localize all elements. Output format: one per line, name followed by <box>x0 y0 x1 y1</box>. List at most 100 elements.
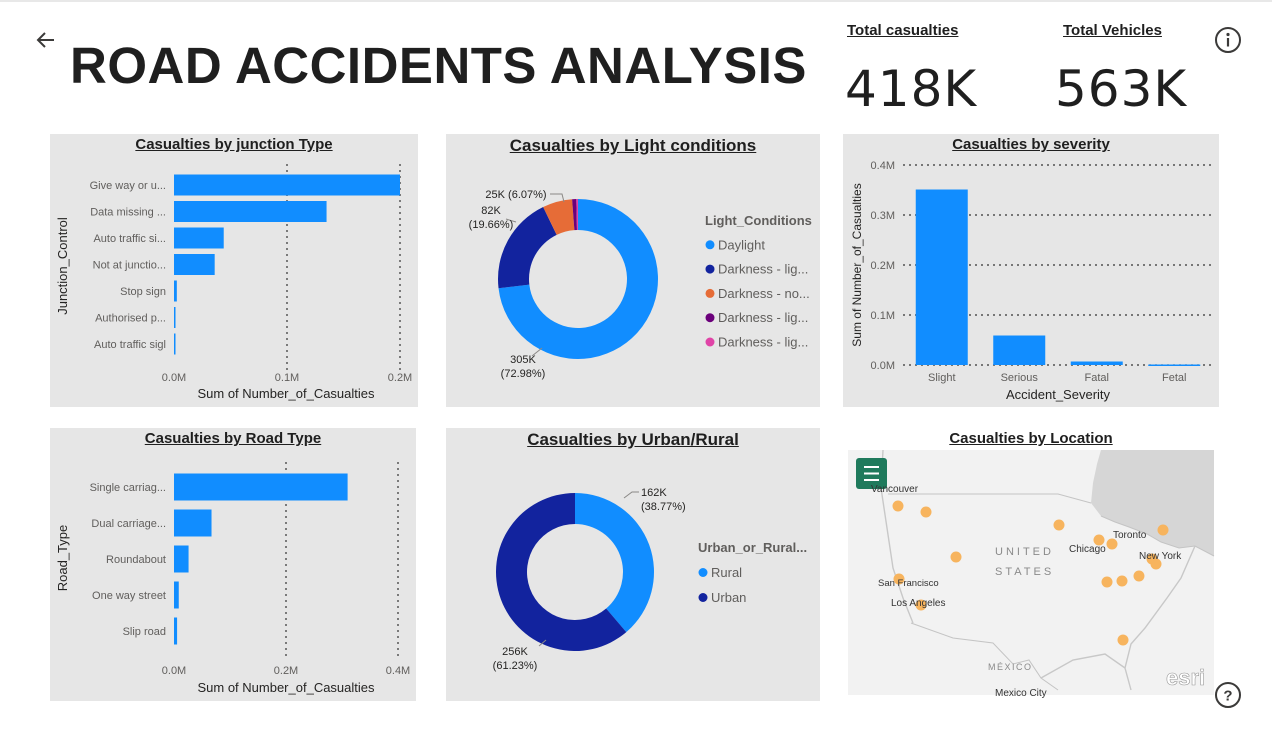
data-label-value: 305K <box>510 354 536 366</box>
map-dot[interactable] <box>892 500 904 512</box>
leader-line <box>550 193 565 203</box>
bar[interactable] <box>174 201 327 222</box>
bar[interactable] <box>174 581 179 609</box>
bar[interactable] <box>174 174 400 196</box>
kpi-total-casualties-value: 418K <box>845 60 978 118</box>
x-tick-label: 0.2M <box>274 665 298 677</box>
bar[interactable] <box>174 254 215 275</box>
category-label: Fetal <box>1162 372 1186 384</box>
map-city-label: San Francisco <box>878 578 939 589</box>
severity-chart-title: Casualties by severity <box>952 136 1110 153</box>
map-dot[interactable] <box>1093 534 1105 546</box>
map-dot[interactable] <box>1117 634 1129 646</box>
donut-slice[interactable] <box>576 199 578 231</box>
category-label: Slight <box>928 372 956 384</box>
map-city-label: Vancouver <box>871 484 919 495</box>
legend-marker <box>698 593 708 602</box>
donut-slice[interactable] <box>498 199 658 359</box>
map-country-label: UNITED <box>995 546 1054 558</box>
svg-text:?: ? <box>1223 688 1232 705</box>
light-chart-title: Casualties by Light conditions <box>509 136 757 155</box>
bar[interactable] <box>915 189 968 366</box>
category-label: Not at junctio... <box>93 260 166 272</box>
map-city-label: Los Angeles <box>891 598 946 609</box>
bar[interactable] <box>174 509 212 537</box>
x-axis-title: Sum of Number_of_Casualties <box>197 386 375 401</box>
map-coast-gulf <box>1040 653 1126 679</box>
category-label: Slip road <box>123 626 166 638</box>
category-label: Single carriag... <box>90 482 166 494</box>
severity-chart-panel: Casualties by severity 0.0M 0.1M 0.2M 0.3M 0… <box>843 134 1219 407</box>
x-tick-label: 0.0M <box>162 372 186 384</box>
x-tick-label: 0.2M <box>388 372 412 384</box>
bar[interactable] <box>174 280 177 302</box>
donut-slice[interactable] <box>543 199 575 235</box>
legend-marker <box>705 337 715 347</box>
y-axis-title: Sum of Number_of_Casualties <box>850 183 864 346</box>
bar[interactable] <box>993 335 1046 366</box>
legend-marker <box>705 240 715 250</box>
donut-slice[interactable] <box>575 493 654 633</box>
road-chart: 0.0M 0.2M 0.4M Single carriag... Dual carria… <box>55 462 410 695</box>
donut-slice[interactable] <box>496 493 627 651</box>
esri-logo: esri <box>1166 665 1205 690</box>
map-dot[interactable] <box>1157 524 1169 536</box>
legend-marker <box>705 313 715 323</box>
category-label: Dual carriage... <box>91 518 166 530</box>
junction-chart-title: Casualties by junction Type <box>135 136 333 153</box>
bar[interactable] <box>174 617 178 645</box>
y-tick-label: 0.2M <box>871 260 895 272</box>
location-chart-title: Casualties by Location <box>949 430 1113 447</box>
location-map[interactable]: Vancouver Chicago Toronto New York San F… <box>843 428 1219 700</box>
x-tick-label: 0.4M <box>386 665 410 677</box>
category-label: Authorised p... <box>95 313 166 325</box>
map-city-label: Toronto <box>1113 530 1147 541</box>
urban-chart-title: Casualties by Urban/Rural <box>527 430 739 449</box>
map-lakes-region <box>1091 450 1214 556</box>
x-tick-label: 0.0M <box>162 665 186 677</box>
donut-slice[interactable] <box>572 199 577 231</box>
info-icon[interactable] <box>1212 24 1244 56</box>
data-label-value: 82K <box>481 205 501 217</box>
map-dot[interactable] <box>920 506 932 518</box>
x-axis-title: Accident_Severity <box>1006 387 1111 402</box>
legend-title: Urban_or_Rural... <box>698 540 807 555</box>
category-label: Auto traffic sigl <box>94 339 166 351</box>
location-map-panel: Casualties by Location <box>843 428 1219 700</box>
severity-chart: 0.0M 0.1M 0.2M 0.3M 0.4M Slight Serious Fatal Fe… <box>850 160 1213 402</box>
leader-line <box>623 491 639 499</box>
legend-item-label: Darkness - no... <box>718 286 810 301</box>
bar[interactable] <box>1070 361 1123 366</box>
data-label-value: 162K <box>641 487 667 499</box>
legend-title: Light_Conditions <box>705 213 812 228</box>
urban-chart-panel: Casualties by Urban/Rural 162K (38.77%) 25… <box>446 428 820 701</box>
page-title: ROAD ACCIDENTS ANALYSIS <box>70 37 807 94</box>
map-city-label: Mexico City <box>995 688 1047 699</box>
bar[interactable] <box>1148 364 1201 367</box>
map-dot[interactable] <box>1053 519 1065 531</box>
back-arrow-icon[interactable] <box>30 24 62 56</box>
map-dot[interactable] <box>1116 575 1128 587</box>
map-country-label: MÉXICO <box>988 662 1033 672</box>
category-label: Fatal <box>1085 372 1109 384</box>
map-dot[interactable] <box>1150 558 1162 570</box>
bar[interactable] <box>174 473 348 501</box>
bar[interactable] <box>174 333 176 355</box>
bar[interactable] <box>174 227 224 249</box>
map-country-label: STATES <box>995 566 1054 578</box>
top-border <box>0 0 1272 2</box>
map-dot[interactable] <box>950 551 962 563</box>
map-dot[interactable] <box>1106 538 1118 550</box>
legend-item-label: Darkness - lig... <box>718 335 808 350</box>
donut-slice[interactable] <box>498 206 557 289</box>
bar[interactable] <box>174 307 176 328</box>
map-dot[interactable] <box>1101 576 1113 588</box>
x-axis-title: Sum of Number_of_Casualties <box>197 680 375 695</box>
bar[interactable] <box>174 545 189 573</box>
map-dot[interactable] <box>893 573 905 585</box>
data-label-percent: (19.66%) <box>469 219 514 231</box>
help-icon[interactable]: ? <box>1212 679 1244 711</box>
map-dot[interactable] <box>1133 570 1145 582</box>
legend-marker <box>705 264 715 274</box>
map-dot[interactable] <box>915 599 927 611</box>
